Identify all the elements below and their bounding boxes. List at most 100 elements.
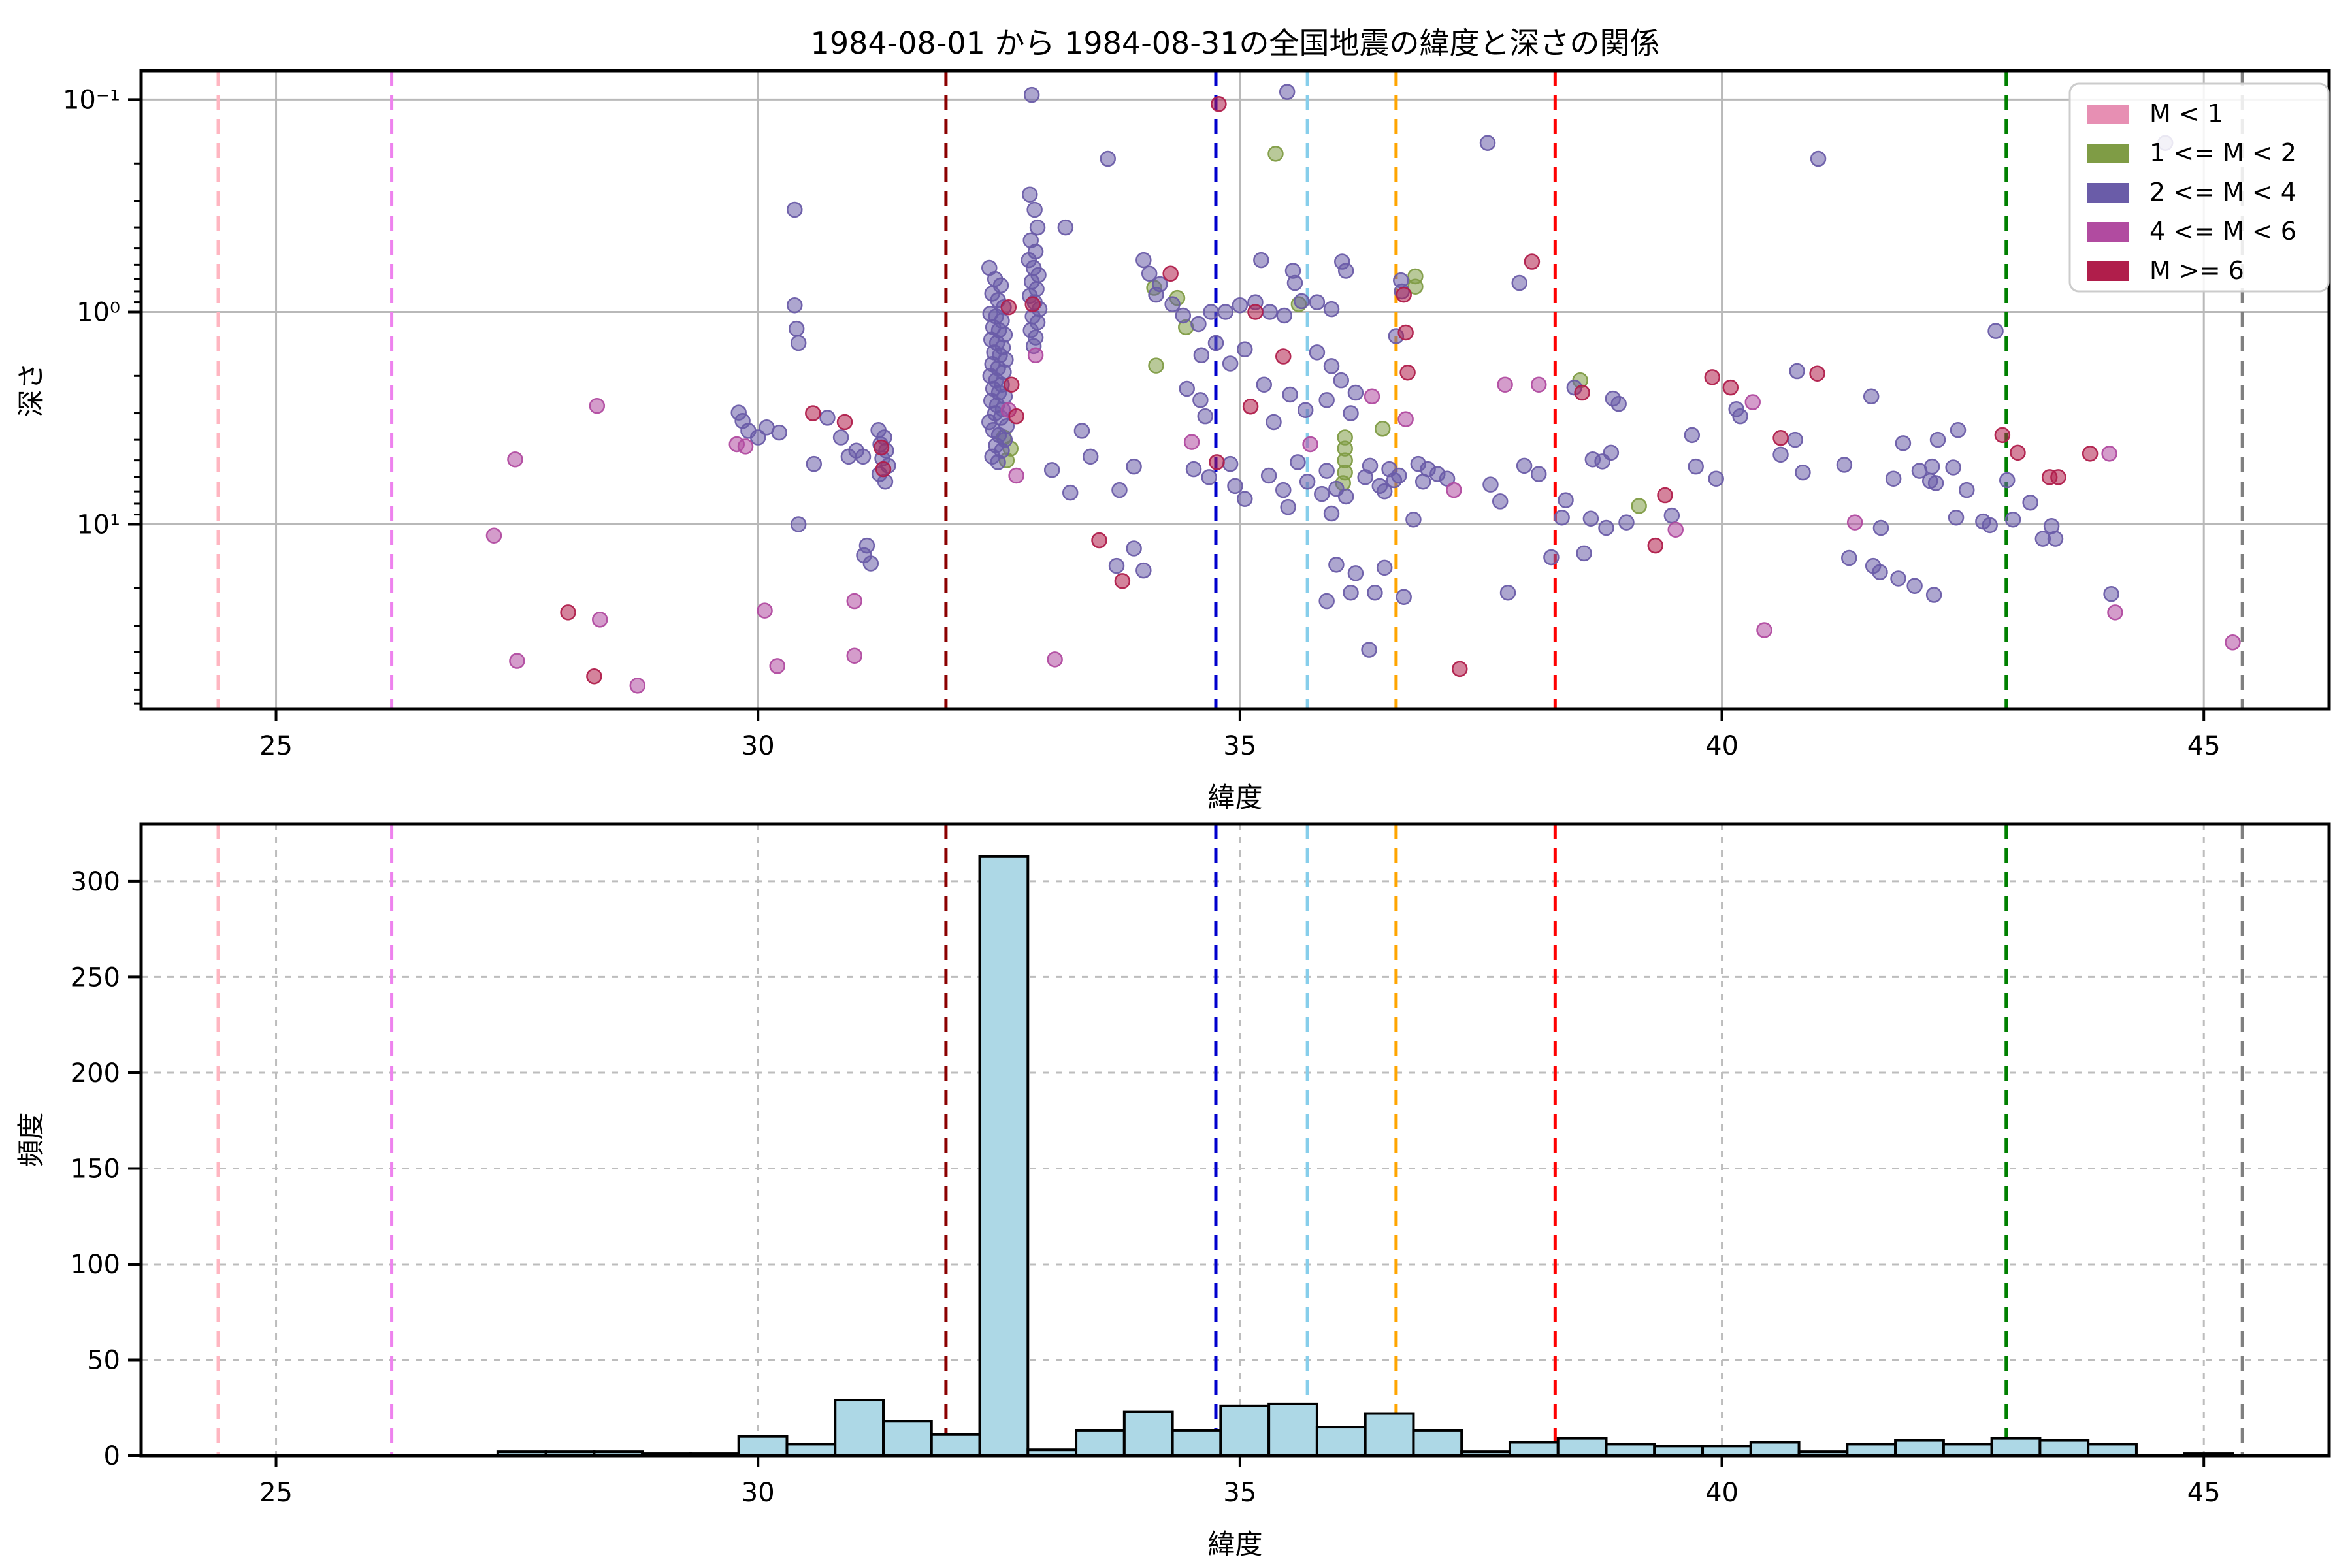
data-point bbox=[832, 429, 849, 446]
data-point bbox=[1885, 470, 1902, 487]
y-tick-label: 50 bbox=[87, 1345, 120, 1375]
x-tick-label: 35 bbox=[1223, 1478, 1256, 1508]
data-point bbox=[1841, 549, 1857, 566]
data-point bbox=[1704, 369, 1721, 385]
x-tick-label: 40 bbox=[1705, 731, 1739, 761]
data-point bbox=[1043, 462, 1060, 478]
data-point bbox=[589, 398, 606, 414]
data-point bbox=[485, 527, 502, 544]
histogram-bar bbox=[1556, 1437, 1608, 1457]
data-point bbox=[1657, 487, 1673, 504]
data-point bbox=[1211, 96, 1227, 112]
x-axis-label-top: 緯度 bbox=[1207, 781, 1262, 813]
data-point bbox=[1530, 376, 1547, 393]
data-point bbox=[757, 602, 773, 619]
data-point bbox=[1688, 458, 1704, 475]
data-point bbox=[1024, 296, 1041, 312]
data-point bbox=[846, 593, 862, 610]
data-point bbox=[1925, 587, 1942, 603]
data-point bbox=[1027, 347, 1044, 364]
scatter-spines bbox=[139, 69, 2331, 711]
data-point bbox=[1396, 286, 1412, 303]
series-3 bbox=[485, 347, 2241, 694]
data-point bbox=[2225, 634, 2241, 651]
data-point bbox=[1343, 584, 1359, 601]
data-point bbox=[1492, 493, 1509, 510]
legend-label: M >= 6 bbox=[2149, 256, 2244, 285]
scatter-subplot: 25 30 35 40 45 10⁻¹ 10⁰ 10¹ 緯度 深さ M < 1 1 <= M < 2 2… bbox=[15, 69, 2331, 813]
scatter-points bbox=[485, 84, 2241, 694]
reference-lines-bottom bbox=[216, 824, 2244, 1456]
histogram-bar bbox=[1894, 1439, 1945, 1458]
x-tick-label: 25 bbox=[259, 1478, 293, 1508]
legend-label: 1 <= M < 2 bbox=[2149, 139, 2296, 167]
data-point bbox=[1524, 253, 1541, 270]
data-point bbox=[1631, 498, 1647, 514]
data-point bbox=[1247, 304, 1264, 320]
data-point bbox=[1237, 491, 1253, 507]
data-point bbox=[1744, 394, 1761, 410]
data-point bbox=[1183, 434, 1200, 450]
data-point bbox=[1795, 464, 1811, 481]
data-point bbox=[1280, 498, 1296, 515]
data-point bbox=[1810, 150, 1827, 167]
data-point bbox=[1209, 454, 1225, 470]
data-point bbox=[806, 455, 823, 472]
histogram-bar bbox=[1749, 1441, 1801, 1457]
data-point bbox=[749, 429, 766, 446]
data-point bbox=[1108, 557, 1125, 574]
data-point bbox=[1337, 263, 1354, 279]
x-tick-label: 45 bbox=[2187, 1478, 2221, 1508]
data-point bbox=[1073, 423, 1090, 439]
y-tick-label: 200 bbox=[71, 1058, 120, 1088]
data-point bbox=[507, 451, 523, 468]
data-point bbox=[2107, 604, 2123, 621]
data-point bbox=[862, 555, 879, 572]
data-point bbox=[1872, 564, 1888, 580]
histogram-bar bbox=[1942, 1443, 1993, 1458]
data-point bbox=[2050, 469, 2066, 485]
histogram-bar bbox=[978, 855, 1030, 1458]
data-point bbox=[1708, 470, 1724, 487]
data-point bbox=[1364, 388, 1380, 405]
data-point bbox=[1959, 482, 1975, 498]
data-point bbox=[1558, 492, 1574, 508]
data-point bbox=[1446, 482, 1462, 498]
data-point bbox=[1135, 562, 1152, 579]
data-point bbox=[1297, 402, 1314, 418]
data-point bbox=[1945, 459, 1961, 476]
data-point bbox=[1347, 565, 1364, 581]
data-point bbox=[1022, 186, 1038, 203]
histogram-bar bbox=[1990, 1437, 2042, 1457]
data-point bbox=[1302, 436, 1318, 453]
y-tick-label: 10¹ bbox=[76, 510, 120, 540]
data-point bbox=[1772, 446, 1789, 463]
data-point bbox=[788, 320, 805, 337]
data-point bbox=[1846, 514, 1863, 531]
data-point bbox=[1452, 661, 1468, 678]
data-point bbox=[1286, 274, 1303, 291]
data-point bbox=[819, 410, 836, 426]
data-point bbox=[509, 653, 525, 669]
data-point bbox=[1343, 405, 1359, 421]
data-point bbox=[1318, 593, 1335, 610]
data-point bbox=[1192, 392, 1209, 408]
data-point bbox=[1890, 570, 1906, 587]
data-point bbox=[1333, 372, 1350, 389]
data-point bbox=[1872, 519, 1889, 536]
data-point bbox=[1497, 376, 1513, 393]
data-point bbox=[1663, 507, 1680, 524]
y-tick-label: 100 bbox=[71, 1250, 120, 1280]
data-point bbox=[560, 604, 576, 621]
data-point bbox=[1911, 463, 1928, 479]
data-point bbox=[1237, 341, 1253, 357]
data-point bbox=[1003, 376, 1020, 393]
histogram-bar bbox=[737, 1435, 789, 1458]
data-point bbox=[836, 414, 853, 431]
data-point bbox=[1574, 384, 1590, 401]
data-point bbox=[1836, 457, 1853, 473]
data-point bbox=[990, 454, 1006, 470]
data-point bbox=[1126, 458, 1142, 475]
